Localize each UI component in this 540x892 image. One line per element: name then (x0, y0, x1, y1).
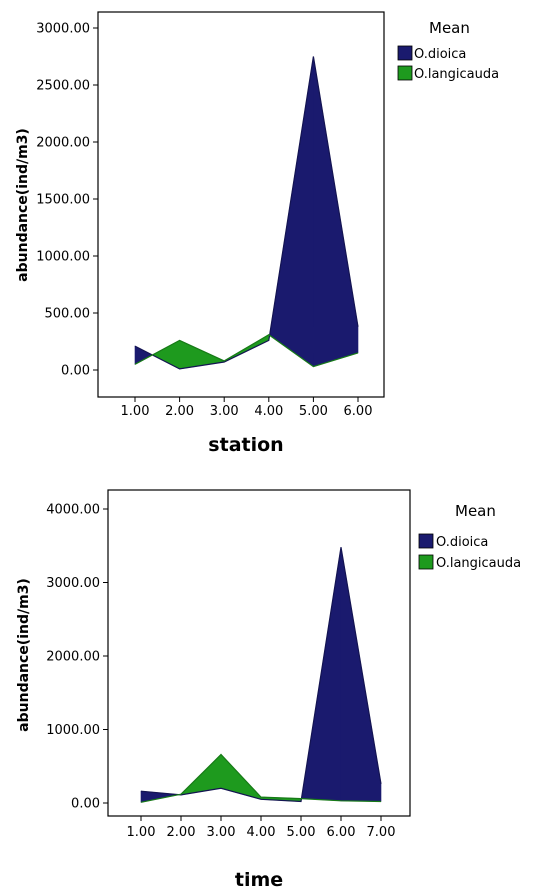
legend-title: Mean (429, 19, 470, 37)
legend-label-o-dioica: O.dioica (436, 535, 488, 550)
x-tick-label: 1.00 (127, 825, 156, 840)
y-axis-title: abundance(ind/m3) (16, 578, 32, 732)
x-axis: 1.00 2.00 3.00 4.00 5.00 6.00 7.00 (127, 816, 396, 840)
y-tick-label: 1500.00 (36, 193, 90, 208)
legend-swatch-o-langicauda (418, 554, 434, 570)
series-line-o-dioica (140, 547, 382, 803)
legend-label-o-langicauda: O.langicauda (436, 556, 521, 571)
x-tick-label: 5.00 (299, 404, 328, 419)
legend-label-o-langicauda: O.langicauda (414, 67, 499, 82)
x-tick-label: 1.00 (121, 404, 150, 419)
y-axis-title: abundance(ind/m3) (15, 128, 31, 282)
x-axis-title: time (235, 869, 283, 891)
x-tick-label: 5.00 (287, 825, 316, 840)
y-tick-label: 0.00 (61, 364, 90, 379)
x-tick-label: 6.00 (344, 404, 373, 419)
x-tick-label: 7.00 (367, 825, 396, 840)
chart-time: 0.00 1000.00 2000.00 3000.00 4000.00 1.00 2.0… (16, 489, 521, 891)
legend-label-o-dioica: O.dioica (414, 47, 466, 62)
legend-swatch-o-dioica (397, 45, 413, 61)
x-tick-label: 2.00 (165, 404, 194, 419)
legend-swatch-o-langicauda (397, 65, 413, 81)
y-tick-label: 2500.00 (36, 79, 90, 94)
y-tick-label: 4000.00 (46, 503, 100, 518)
x-axis: 1.00 2.00 3.00 4.00 5.00 6.00 (121, 397, 373, 419)
y-tick-label: 2000.00 (46, 650, 100, 665)
legend-swatch-o-dioica (418, 533, 434, 549)
x-axis-title: station (208, 434, 283, 456)
x-tick-label: 3.00 (210, 404, 239, 419)
legend-title: Mean (455, 502, 496, 520)
legend: Mean O.dioica O.langicauda (397, 19, 499, 82)
y-tick-label: 500.00 (45, 307, 91, 322)
series-line-o-langicauda (140, 753, 382, 803)
chart-station: 0.00 500.00 1000.00 1500.00 2000.00 2500.00 30… (15, 11, 499, 456)
x-tick-label: 4.00 (247, 825, 276, 840)
series-line-o-langicauda (134, 333, 359, 368)
legend: Mean O.dioica O.langicauda (418, 502, 521, 571)
x-tick-label: 3.00 (207, 825, 236, 840)
y-tick-label: 3000.00 (46, 576, 100, 591)
x-tick-label: 6.00 (327, 825, 356, 840)
y-axis: 0.00 1000.00 2000.00 3000.00 4000.00 (46, 503, 108, 812)
y-axis: 0.00 500.00 1000.00 1500.00 2000.00 2500.00 30… (36, 22, 98, 379)
x-tick-label: 2.00 (167, 825, 196, 840)
y-tick-label: 0.00 (71, 797, 100, 812)
x-tick-label: 4.00 (254, 404, 283, 419)
y-tick-label: 1000.00 (46, 723, 100, 738)
area-group (134, 56, 359, 370)
series-line-o-dioica (134, 56, 359, 370)
area-group (140, 547, 382, 803)
y-tick-label: 1000.00 (36, 250, 90, 265)
y-tick-label: 3000.00 (36, 22, 90, 37)
y-tick-label: 2000.00 (36, 136, 90, 151)
